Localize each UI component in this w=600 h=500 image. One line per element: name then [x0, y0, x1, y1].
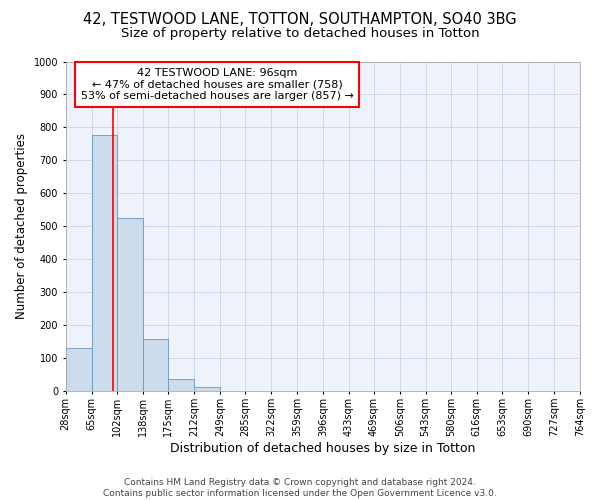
Text: 42, TESTWOOD LANE, TOTTON, SOUTHAMPTON, SO40 3BG: 42, TESTWOOD LANE, TOTTON, SOUTHAMPTON, … — [83, 12, 517, 28]
Bar — [65, 348, 92, 392]
Text: Size of property relative to detached houses in Totton: Size of property relative to detached ho… — [121, 28, 479, 40]
Bar — [194, 388, 220, 392]
Bar — [169, 379, 194, 392]
Text: 42 TESTWOOD LANE: 96sqm
← 47% of detached houses are smaller (758)
53% of semi-d: 42 TESTWOOD LANE: 96sqm ← 47% of detache… — [81, 68, 354, 101]
Text: Contains HM Land Registry data © Crown copyright and database right 2024.
Contai: Contains HM Land Registry data © Crown c… — [103, 478, 497, 498]
Bar — [143, 340, 169, 392]
Y-axis label: Number of detached properties: Number of detached properties — [15, 134, 28, 320]
Bar — [118, 218, 143, 392]
Bar — [92, 134, 118, 392]
X-axis label: Distribution of detached houses by size in Totton: Distribution of detached houses by size … — [170, 442, 476, 455]
